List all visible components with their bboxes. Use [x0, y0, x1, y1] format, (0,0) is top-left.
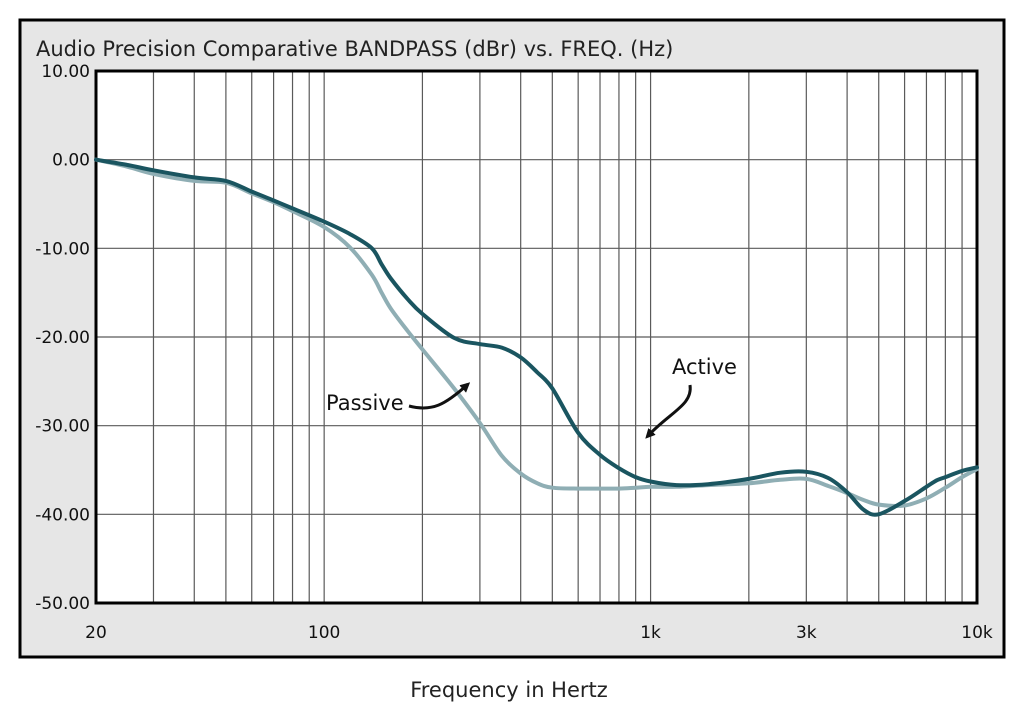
annotation-active: Active [672, 355, 737, 379]
x-tick-label: 20 [85, 623, 107, 643]
annotations: Active Passive [326, 355, 737, 439]
annotation-passive: Passive [326, 391, 404, 415]
y-tick-label: -30.00 [35, 417, 90, 437]
y-tick-label: 0.00 [52, 151, 90, 171]
y-tick-label: 10.00 [41, 62, 90, 82]
arrow-active [645, 384, 692, 439]
x-axis-label: Frequency in Hertz [410, 678, 608, 702]
x-tick-label: 1k [640, 623, 661, 643]
grid-lines [96, 71, 977, 603]
arrow-passive [408, 382, 471, 410]
series-lines [94, 157, 979, 517]
y-tick-label: -20.00 [35, 328, 90, 348]
y-tick-label: -40.00 [35, 505, 90, 525]
chart-title: Audio Precision Comparative BANDPASS (dB… [36, 37, 673, 61]
x-tick-label: 100 [308, 623, 340, 643]
plot-border [94, 69, 979, 605]
x-tick-labels: 20 100 1k 3k 10k [85, 623, 993, 643]
x-tick-label: 3k [796, 623, 817, 643]
y-tick-label: -50.00 [35, 594, 90, 614]
series-line-active [94, 157, 979, 517]
y-tick-label: -10.00 [35, 239, 90, 259]
y-tick-labels: 10.00 0.00 -10.00 -20.00 -30.00 -40.00 -50.00 [35, 62, 90, 614]
x-tick-label: 10k [961, 623, 993, 643]
